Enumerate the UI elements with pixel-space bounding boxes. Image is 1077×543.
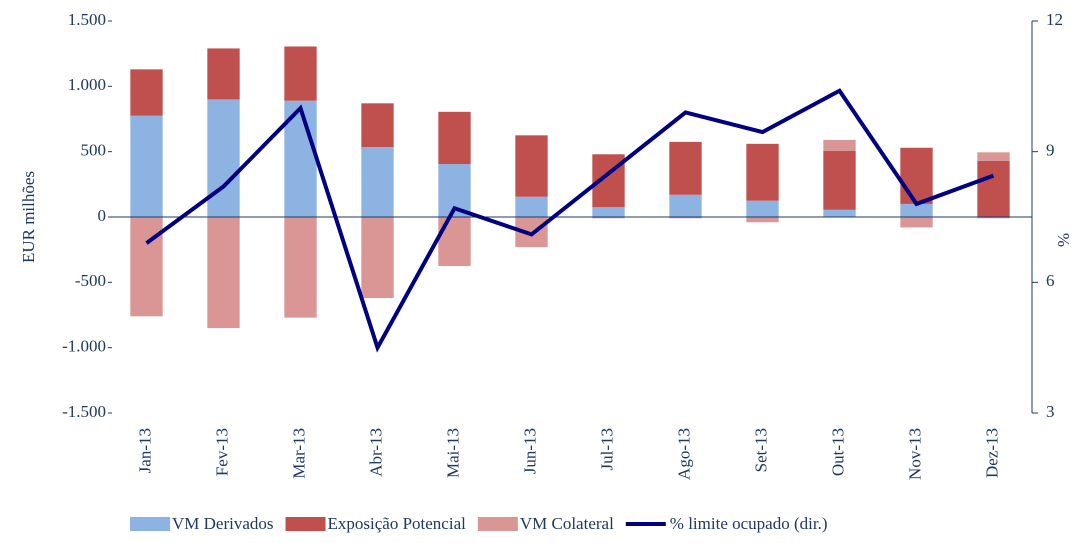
legend-label: VM Derivados: [172, 514, 274, 533]
y-tick-label: 0: [98, 206, 107, 225]
bar: [823, 139, 856, 152]
bar: [284, 46, 317, 101]
x-tick-label: Jul-13: [597, 428, 616, 471]
y2-tick-label: 3: [1046, 402, 1055, 421]
legend-label: % limite ocupado (dir.): [670, 514, 828, 533]
legend-label: Exposição Potencial: [328, 514, 467, 533]
x-tick-label: Dez-13: [982, 428, 1001, 478]
bar: [207, 99, 240, 217]
x-tick-label: Abr-13: [366, 428, 385, 477]
legend-label: VM Colateral: [520, 514, 614, 533]
x-tick-label: Mai-13: [443, 428, 462, 478]
bar: [823, 151, 856, 210]
bar: [207, 48, 240, 100]
legend-swatch: [285, 517, 326, 531]
x-tick-label: Set-13: [751, 428, 770, 472]
bar: [669, 141, 702, 195]
y-tick-label: 1.500: [68, 10, 106, 29]
y2-axis-label: %: [1054, 233, 1073, 247]
bar: [669, 194, 702, 217]
bar: [977, 152, 1010, 161]
bar: [207, 217, 240, 329]
bar: [361, 103, 394, 148]
bar: [746, 217, 779, 223]
legend-swatch: [477, 517, 518, 531]
x-tick-label: Out-13: [828, 428, 847, 476]
bar: [592, 217, 625, 219]
bar: [900, 203, 933, 217]
y2-tick-label: 12: [1046, 10, 1063, 29]
x-tick-label: Fev-13: [212, 428, 231, 476]
x-tick-label: Nov-13: [905, 428, 924, 480]
bar: [130, 115, 163, 217]
x-tick-label: Ago-13: [674, 428, 693, 480]
bar: [746, 143, 779, 201]
y2-tick-label: 9: [1046, 141, 1055, 160]
y2-tick-label: 6: [1046, 271, 1055, 290]
bar: [977, 160, 1010, 217]
bar: [361, 217, 394, 299]
bar: [900, 217, 933, 228]
y-tick-label: 1.000: [68, 75, 106, 94]
x-tick-label: Mar-13: [289, 428, 308, 479]
bar: [746, 200, 779, 217]
x-tick-label: Jun-13: [520, 428, 539, 474]
bar: [130, 69, 163, 116]
bar: [284, 217, 317, 318]
bar: [130, 217, 163, 317]
bar: [515, 135, 548, 197]
bar: [900, 147, 933, 204]
bar: [669, 217, 702, 219]
y-tick-label: -1.000: [62, 337, 106, 356]
bar: [592, 207, 625, 217]
y-axis-label: EUR milhões: [19, 171, 38, 263]
bar: [438, 217, 471, 266]
bar: [361, 147, 394, 217]
x-tick-label: Jan-13: [135, 428, 154, 473]
bar: [977, 217, 1010, 219]
bar: [438, 111, 471, 165]
bar: [515, 196, 548, 217]
legend-swatch: [130, 517, 170, 531]
y-tick-label: 500: [81, 141, 107, 160]
line-series: [145, 88, 995, 353]
y-tick-label: -1.500: [62, 402, 106, 421]
y-tick-label: -500: [75, 271, 106, 290]
bar: [823, 209, 856, 217]
